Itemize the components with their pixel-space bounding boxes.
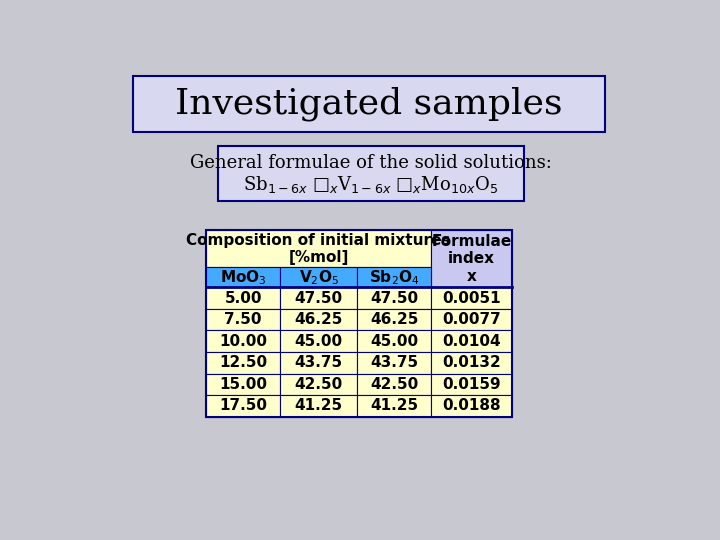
Text: 12.50: 12.50 bbox=[219, 355, 267, 370]
Text: Investigated samples: Investigated samples bbox=[175, 87, 563, 122]
Bar bbox=[357, 267, 431, 287]
Bar bbox=[280, 352, 357, 374]
Text: 0.0051: 0.0051 bbox=[442, 291, 501, 306]
Bar bbox=[218, 146, 524, 201]
Text: 7.50: 7.50 bbox=[225, 312, 262, 327]
Bar bbox=[431, 352, 513, 374]
Bar bbox=[132, 76, 606, 132]
Text: MoO$_3$: MoO$_3$ bbox=[220, 268, 266, 287]
Bar bbox=[206, 267, 280, 287]
Text: 0.0159: 0.0159 bbox=[442, 377, 501, 392]
Bar bbox=[357, 287, 431, 309]
Bar bbox=[357, 330, 431, 352]
Text: 46.25: 46.25 bbox=[294, 312, 343, 327]
Bar bbox=[206, 309, 280, 330]
Text: 42.50: 42.50 bbox=[370, 377, 418, 392]
Bar bbox=[206, 231, 431, 267]
Text: 0.0188: 0.0188 bbox=[442, 399, 501, 414]
Text: 10.00: 10.00 bbox=[219, 334, 267, 349]
Text: 5.00: 5.00 bbox=[225, 291, 262, 306]
Bar bbox=[431, 330, 513, 352]
Text: 47.50: 47.50 bbox=[370, 291, 418, 306]
Bar bbox=[206, 231, 513, 417]
Bar bbox=[280, 309, 357, 330]
Bar bbox=[280, 374, 357, 395]
Text: V$_2$O$_5$: V$_2$O$_5$ bbox=[299, 268, 338, 287]
Text: Formulae
index
x: Formulae index x bbox=[431, 234, 512, 284]
Bar bbox=[280, 395, 357, 417]
Bar bbox=[431, 395, 513, 417]
Bar bbox=[206, 395, 280, 417]
Text: 43.75: 43.75 bbox=[294, 355, 343, 370]
Text: 41.25: 41.25 bbox=[370, 399, 418, 414]
Text: 47.50: 47.50 bbox=[294, 291, 343, 306]
Bar bbox=[431, 309, 513, 330]
Text: Sb$_{1-6x}$ □$_x$V$_{1-6x}$ □$_x$Mo$_{10x}$O$_5$: Sb$_{1-6x}$ □$_x$V$_{1-6x}$ □$_x$Mo$_{10… bbox=[243, 174, 498, 194]
Bar bbox=[431, 374, 513, 395]
Text: 0.0104: 0.0104 bbox=[442, 334, 501, 349]
Bar bbox=[280, 330, 357, 352]
Bar bbox=[357, 309, 431, 330]
Text: 45.00: 45.00 bbox=[294, 334, 343, 349]
Text: Sb$_2$O$_4$: Sb$_2$O$_4$ bbox=[369, 268, 420, 287]
Text: 41.25: 41.25 bbox=[294, 399, 343, 414]
Bar bbox=[206, 374, 280, 395]
Text: 46.25: 46.25 bbox=[370, 312, 418, 327]
Text: 45.00: 45.00 bbox=[370, 334, 418, 349]
Text: 43.75: 43.75 bbox=[370, 355, 418, 370]
Bar bbox=[206, 352, 280, 374]
Bar bbox=[431, 287, 513, 309]
Bar bbox=[357, 352, 431, 374]
Bar bbox=[206, 330, 280, 352]
Text: 0.0077: 0.0077 bbox=[442, 312, 501, 327]
Bar bbox=[357, 374, 431, 395]
Bar bbox=[280, 267, 357, 287]
Text: 15.00: 15.00 bbox=[219, 377, 267, 392]
Bar bbox=[357, 395, 431, 417]
Text: 17.50: 17.50 bbox=[219, 399, 267, 414]
Bar bbox=[206, 287, 280, 309]
Text: 42.50: 42.50 bbox=[294, 377, 343, 392]
Text: General formulae of the solid solutions:: General formulae of the solid solutions: bbox=[190, 153, 552, 172]
Text: 0.0132: 0.0132 bbox=[442, 355, 501, 370]
Bar bbox=[280, 287, 357, 309]
Text: Composition of initial mixtures
[%mol]: Composition of initial mixtures [%mol] bbox=[186, 233, 451, 265]
Bar bbox=[431, 231, 513, 287]
